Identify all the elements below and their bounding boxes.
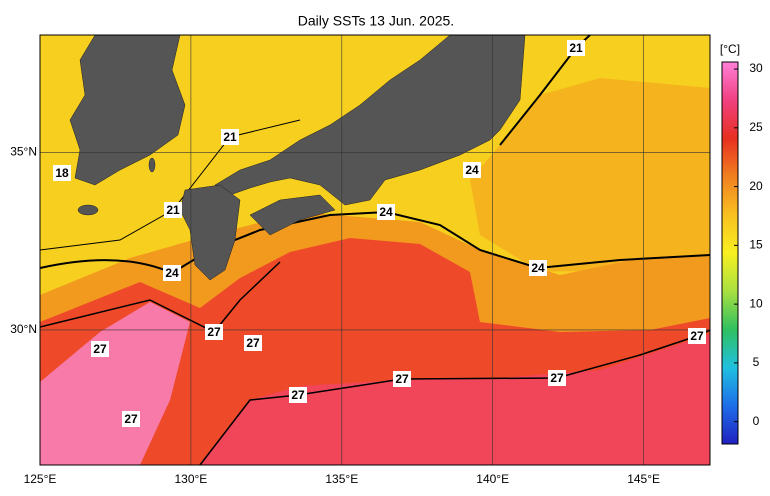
- x-tick-label: 145°E: [627, 472, 660, 486]
- colorbar: [721, 61, 739, 445]
- map-frame: [39, 34, 711, 466]
- contour-label: 27: [207, 325, 221, 339]
- contour-label-box: [393, 371, 411, 387]
- x-tick-label: 130°E: [174, 472, 207, 486]
- contour-label-box: [53, 165, 71, 181]
- x-tick-label: 135°E: [325, 472, 358, 486]
- contour-label: 18: [55, 166, 69, 180]
- colorbar-tick-label: 5: [753, 355, 760, 369]
- contour-label: 24: [379, 205, 393, 219]
- x-tick-label: 140°E: [476, 472, 509, 486]
- contour-label: 27: [246, 336, 260, 350]
- contour-label-box: [221, 129, 239, 145]
- y-tick-label: 35°N: [10, 144, 37, 158]
- contour-label-box: [529, 260, 547, 276]
- contour-label: 27: [550, 371, 564, 385]
- contour-label: 24: [465, 163, 479, 177]
- contour-label: 27: [395, 372, 409, 386]
- contour-label-box: [122, 411, 140, 427]
- map-title: Daily SSTs 13 Jun. 2025.: [298, 13, 454, 29]
- sea-surface: [40, 35, 710, 465]
- contour-label-box: [548, 370, 566, 386]
- contour-label-box: [205, 324, 223, 340]
- contour-label: 27: [690, 329, 704, 343]
- x-tick-label: 125°E: [24, 472, 57, 486]
- contour-label: 27: [93, 342, 107, 356]
- contour-label: 24: [531, 261, 545, 275]
- colorbar-tick-label: 0: [753, 414, 760, 428]
- contour-label-box: [567, 40, 585, 56]
- contour-label-box: [289, 387, 307, 403]
- contour-label: 27: [124, 412, 138, 426]
- colorbar-tick-label: 30: [749, 61, 763, 75]
- colorbar-tick-label: 10: [749, 296, 763, 310]
- y-tick-label: 30°N: [10, 322, 37, 336]
- contour-label: 21: [569, 41, 583, 55]
- contour-label-box: [163, 265, 181, 281]
- contour-label-box: [377, 204, 395, 220]
- contour-label-box: [463, 162, 481, 178]
- contour-label: 21: [166, 203, 180, 217]
- colorbar-tick-label: 20: [749, 179, 763, 193]
- contour-label: 24: [165, 266, 179, 280]
- contour-label-box: [164, 202, 182, 218]
- contour-label-box: [91, 341, 109, 357]
- colorbar-unit: [°C]: [720, 42, 740, 56]
- contour-label-box: [244, 335, 262, 351]
- contour-label: 21: [223, 130, 237, 144]
- colorbar-tick-label: 25: [749, 120, 763, 134]
- contour-label: 27: [291, 388, 305, 402]
- contour-label-box: [688, 328, 706, 344]
- colorbar-tick-label: 15: [749, 238, 763, 252]
